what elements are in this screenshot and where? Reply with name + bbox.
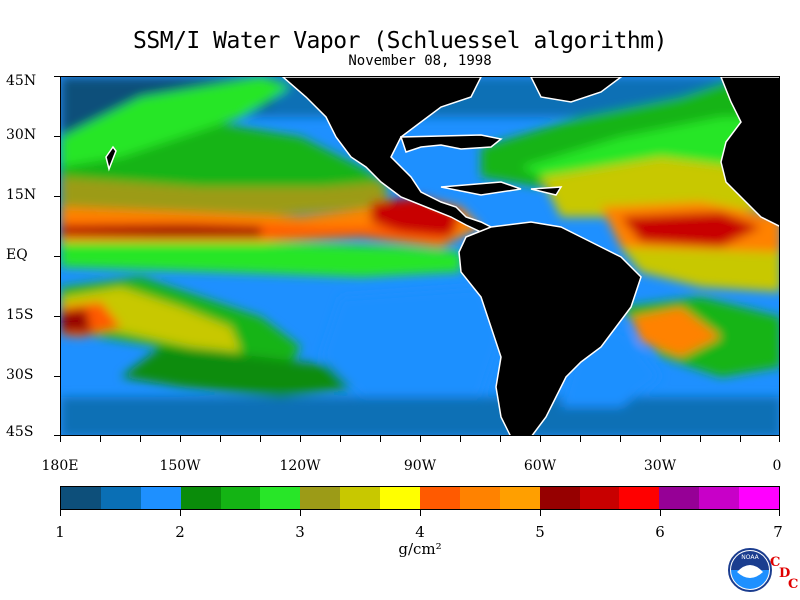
lon-tick [779,436,780,442]
colorbar-swatch [699,487,740,509]
lat-label: 30S [6,367,34,383]
lon-label: 180E [41,458,79,474]
colorbar-swatch [619,487,660,509]
colorbar-swatch [340,487,381,509]
lon-tick [700,436,701,442]
lon-label: 0 [772,458,782,474]
lat-tick [54,316,60,317]
colorbar-tick [60,510,61,516]
colorbar-label: 5 [535,523,545,541]
colorbar-label: 6 [655,523,665,541]
cdc-letter: C [788,577,799,592]
noaa-logo-icon: NOAA [728,548,772,592]
colorbar-label: 4 [415,523,425,541]
colorbar-swatch [220,487,261,509]
colorbar-swatch [380,487,421,509]
lon-tick [180,436,181,442]
lon-tick [100,436,101,442]
lon-tick [740,436,741,442]
lat-tick [54,76,60,77]
lon-label: 90W [403,458,437,474]
colorbar-tick [540,510,541,516]
lon-tick [260,436,261,442]
colorbar-swatch [420,487,460,509]
colorbar-swatch [539,487,580,509]
lon-tick [140,436,141,442]
lat-label: 45N [6,73,37,89]
lon-tick [620,436,621,442]
noaa-logo-text: NOAA [741,554,759,561]
lat-tick [54,136,60,137]
lon-tick [420,436,421,442]
lon-label: 60W [523,458,557,474]
map-date: November 08, 1998 [348,53,492,69]
lat-tick [54,196,60,197]
colorbar-swatch [180,487,221,509]
lon-tick [660,436,661,442]
colorbar-swatch [260,487,301,509]
lon-tick [460,436,461,442]
colorbar-tick [180,510,181,516]
colorbar-tick [420,510,421,516]
lat-label: 30N [6,127,37,143]
lat-tick [54,256,60,257]
colorbar-label: 3 [295,523,305,541]
lon-tick [580,436,581,442]
colorbar-tick [779,510,780,516]
colorbar-swatch [659,487,700,509]
colorbar-label: 1 [55,523,65,541]
colorbar-tick [300,510,301,516]
land-masses [105,77,779,435]
colorbar-label: 7 [773,523,783,541]
lat-label: 45S [6,424,34,440]
lon-tick [500,436,501,442]
colorbar-swatch [140,487,181,509]
colorbar-label: 2 [175,523,185,541]
lon-label: 30W [643,458,677,474]
lon-label: 120W [279,458,321,474]
lat-label: 15S [6,307,34,323]
colorbar-swatch [100,487,141,509]
map-title: SSM/I Water Vapor (Schluessel algorithm) [133,28,667,54]
lon-tick [340,436,341,442]
lat-tick [54,435,60,436]
water-vapor-field [61,77,779,435]
cdc-letter: D [779,566,791,581]
lat-label: 15N [6,187,37,203]
colorbar-swatch [579,487,620,509]
cdc-letter: C [770,555,781,570]
lon-tick [540,436,541,442]
lon-tick [380,436,381,442]
lon-tick [300,436,301,442]
colorbar-swatch [300,487,341,509]
lon-tick [220,436,221,442]
lat-label: EQ [6,247,28,263]
colorbar [60,486,780,510]
colorbar-swatch [739,487,780,509]
colorbar-swatch [499,487,540,509]
lon-label: 150W [159,458,201,474]
colorbar-tick [660,510,661,516]
colorbar-unit: g/cm² [398,540,442,558]
lat-tick [54,376,60,377]
lon-tick [60,436,61,442]
colorbar-swatch [61,487,101,509]
water-vapor-map [60,76,780,436]
colorbar-swatch [459,487,500,509]
